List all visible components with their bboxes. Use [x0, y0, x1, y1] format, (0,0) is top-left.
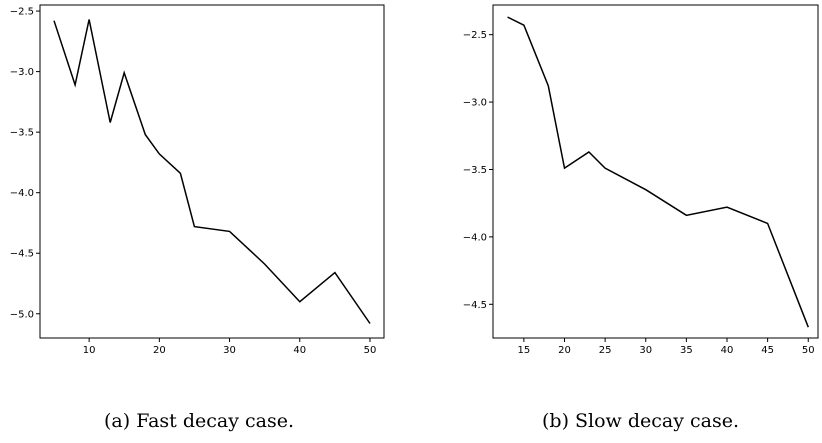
x-tick-label-a: 10 [83, 345, 96, 356]
series-line-b-0 [507, 16, 809, 328]
series-line-a-0 [53, 19, 371, 324]
x-tick-label-b: 20 [558, 345, 571, 356]
x-tick-label-b: 25 [599, 345, 612, 356]
y-tick-label-b: −4.5 [463, 300, 487, 311]
y-tick-label-b: −3.0 [463, 98, 487, 109]
x-tick-label-a: 20 [153, 345, 166, 356]
y-tick-label-b: −3.5 [463, 165, 487, 176]
chart-panel-a: 10 20 30 40 50 −2.5 −3.0 −3.5 −4.0 −4.5 −5.0 [10, 4, 385, 356]
x-tick-label-b: 15 [518, 345, 531, 356]
y-tick-label-b: −2.5 [463, 30, 487, 41]
caption-a: (a) Fast decay case. [104, 410, 294, 432]
x-tick-label-a: 50 [364, 345, 377, 356]
y-tick-label-a: −3.0 [10, 67, 34, 78]
x-tick-label-a: 30 [223, 345, 236, 356]
y-tick-label-b: −4.0 [463, 232, 487, 243]
y-tick-label-a: −5.0 [10, 309, 34, 320]
plot-frame-b [492, 4, 819, 339]
x-tick-label-b: 35 [680, 345, 693, 356]
x-tick-label-a: 40 [293, 345, 306, 356]
chart-panel-b: 15 20 25 30 35 40 45 50 −2.5 −3.0 −3.5 −4.0 −4.5 [463, 4, 819, 356]
y-tick-label-a: −4.5 [10, 249, 34, 260]
y-tick-label-a: −2.5 [10, 7, 34, 18]
x-tick-label-b: 50 [802, 345, 815, 356]
y-tick-label-a: −4.0 [10, 188, 34, 199]
plot-frame-a [39, 4, 385, 339]
caption-b: (b) Slow decay case. [542, 410, 740, 432]
x-tick-label-b: 45 [761, 345, 774, 356]
x-tick-label-b: 30 [639, 345, 652, 356]
x-tick-label-b: 40 [721, 345, 734, 356]
y-tick-label-a: −3.5 [10, 128, 34, 139]
